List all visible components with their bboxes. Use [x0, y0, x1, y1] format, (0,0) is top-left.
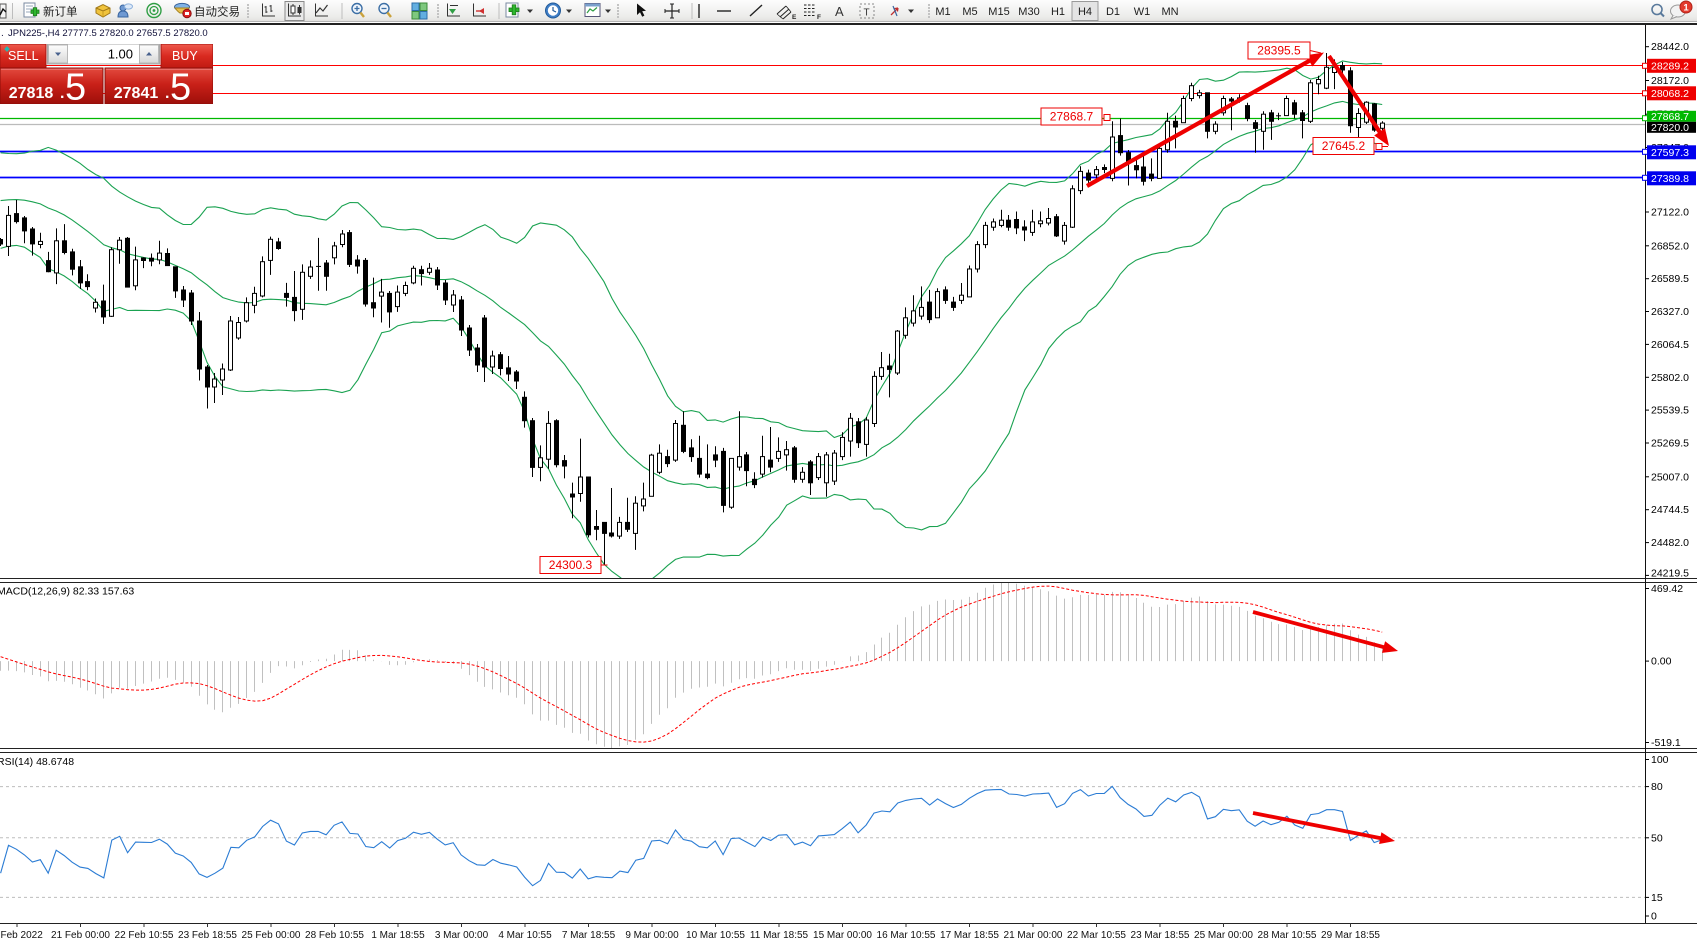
svg-text:4 Mar 10:55: 4 Mar 10:55 [498, 930, 552, 941]
svg-text:E: E [792, 14, 797, 21]
svg-text:26589.5: 26589.5 [1651, 273, 1689, 285]
svg-text:W1: W1 [1134, 6, 1151, 18]
svg-text:0.00: 0.00 [1651, 656, 1672, 668]
svg-text:27645.2: 27645.2 [1322, 139, 1366, 153]
svg-text:25802.0: 25802.0 [1651, 372, 1689, 384]
svg-text:26327.0: 26327.0 [1651, 306, 1689, 318]
svg-text:BUY: BUY [172, 49, 198, 63]
svg-text:F: F [817, 14, 821, 21]
svg-text:29 Mar 18:55: 29 Mar 18:55 [1321, 930, 1380, 941]
svg-text:24744.5: 24744.5 [1651, 504, 1689, 516]
svg-text:11 Mar 18:55: 11 Mar 18:55 [750, 930, 809, 941]
svg-text:T: T [864, 8, 870, 19]
svg-text:50: 50 [1651, 832, 1663, 844]
svg-text:25 Mar 00:00: 25 Mar 00:00 [1194, 930, 1253, 941]
svg-text:25539.5: 25539.5 [1651, 405, 1689, 417]
svg-text:28068.2: 28068.2 [1651, 88, 1689, 100]
svg-text:.: . [60, 85, 64, 102]
svg-text:MN: MN [1161, 6, 1178, 18]
svg-text:H4: H4 [1078, 6, 1092, 18]
svg-text:28442.0: 28442.0 [1651, 41, 1689, 53]
svg-text:100: 100 [1651, 754, 1669, 766]
svg-text:0: 0 [1651, 911, 1657, 923]
svg-text:24482.0: 24482.0 [1651, 537, 1689, 549]
svg-text:.: . [1, 28, 4, 39]
svg-text:28172.0: 28172.0 [1651, 75, 1689, 87]
svg-text:MACD(12,26,9) 82.33 157.63: MACD(12,26,9) 82.33 157.63 [0, 586, 134, 598]
svg-text:80: 80 [1651, 781, 1663, 793]
svg-text:21 Mar 00:00: 21 Mar 00:00 [1004, 930, 1063, 941]
svg-text:25007.0: 25007.0 [1651, 471, 1689, 483]
svg-text:-519.1: -519.1 [1651, 737, 1681, 749]
svg-text:5: 5 [65, 67, 86, 105]
svg-text:24219.5: 24219.5 [1651, 567, 1689, 579]
svg-text:25269.5: 25269.5 [1651, 438, 1689, 450]
svg-text:.: . [165, 85, 169, 102]
svg-text:28395.5: 28395.5 [1257, 44, 1301, 58]
svg-text:28289.2: 28289.2 [1651, 61, 1689, 73]
svg-text:M15: M15 [988, 6, 1009, 18]
svg-text:21 Feb 00:00: 21 Feb 00:00 [51, 930, 110, 941]
svg-text:27841: 27841 [114, 85, 159, 102]
svg-text:5: 5 [170, 67, 191, 105]
svg-text:15: 15 [1651, 892, 1663, 904]
svg-text:15 Mar 00:00: 15 Mar 00:00 [813, 930, 872, 941]
svg-text:16 Mar 10:55: 16 Mar 10:55 [877, 930, 936, 941]
svg-text:28 Feb 10:55: 28 Feb 10:55 [305, 930, 364, 941]
svg-text:26064.5: 26064.5 [1651, 339, 1689, 351]
svg-text:9 Mar 00:00: 9 Mar 00:00 [625, 930, 679, 941]
svg-text:27820.0: 27820.0 [1651, 122, 1689, 134]
svg-text:M30: M30 [1018, 6, 1039, 18]
svg-text:M1: M1 [935, 6, 950, 18]
svg-text:RSI(14) 48.6748: RSI(14) 48.6748 [0, 756, 74, 768]
svg-text:27122.0: 27122.0 [1651, 207, 1689, 219]
svg-text:自动交易: 自动交易 [194, 5, 240, 19]
svg-text:1 Mar 18:55: 1 Mar 18:55 [371, 930, 425, 941]
svg-text:24300.3: 24300.3 [549, 558, 593, 572]
svg-text:22 Mar 10:55: 22 Mar 10:55 [1067, 930, 1126, 941]
svg-text:28 Mar 10:55: 28 Mar 10:55 [1258, 930, 1317, 941]
svg-text:17 Mar 18:55: 17 Mar 18:55 [940, 930, 999, 941]
svg-text:3 Mar 00:00: 3 Mar 00:00 [435, 930, 489, 941]
svg-text:10 Mar 10:55: 10 Mar 10:55 [686, 930, 745, 941]
svg-text:23 Mar 18:55: 23 Mar 18:55 [1131, 930, 1190, 941]
svg-text:1.00: 1.00 [108, 47, 133, 62]
svg-text:27868.7: 27868.7 [1651, 111, 1689, 123]
svg-text:469.42: 469.42 [1651, 583, 1683, 595]
svg-text:JPN225-,H4 27777.5 27820.0 27: JPN225-,H4 27777.5 27820.0 27657.5 27820… [8, 28, 208, 39]
svg-text:22 Feb 10:55: 22 Feb 10:55 [115, 930, 174, 941]
svg-text:27597.3: 27597.3 [1651, 147, 1689, 159]
svg-text:A: A [835, 4, 844, 19]
svg-text:7 Mar 18:55: 7 Mar 18:55 [562, 930, 616, 941]
svg-text:Feb 2022: Feb 2022 [1, 930, 44, 941]
svg-text:25 Feb 00:00: 25 Feb 00:00 [242, 930, 301, 941]
svg-text:23 Feb 18:55: 23 Feb 18:55 [178, 930, 237, 941]
svg-text:1: 1 [1683, 3, 1689, 14]
svg-text:26852.0: 26852.0 [1651, 240, 1689, 252]
svg-text:27868.7: 27868.7 [1050, 110, 1094, 124]
svg-text:D1: D1 [1106, 6, 1120, 18]
svg-text:M5: M5 [962, 6, 977, 18]
svg-text:H1: H1 [1051, 6, 1065, 18]
svg-text:SELL: SELL [8, 49, 39, 63]
svg-text:27389.8: 27389.8 [1651, 173, 1689, 185]
svg-text:新订单: 新订单 [43, 5, 78, 19]
svg-text:27818: 27818 [9, 85, 54, 102]
